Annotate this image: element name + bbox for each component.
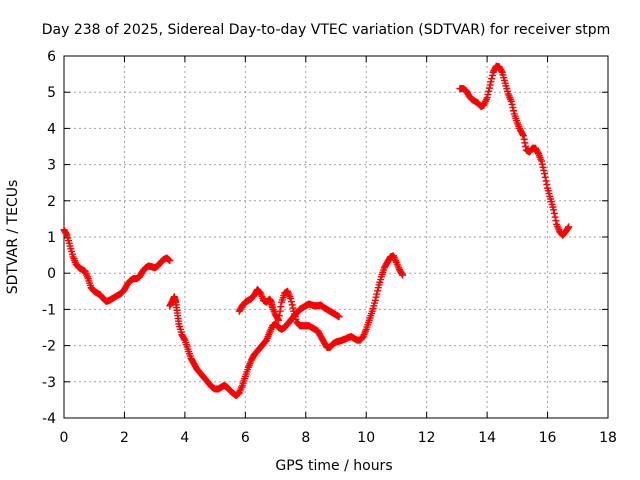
y-tick-label: 5 <box>47 85 56 101</box>
data-point-plus <box>550 206 558 214</box>
y-tick-label: 4 <box>47 121 56 137</box>
data-point-plus <box>274 315 282 323</box>
y-tick-label: 0 <box>47 266 56 282</box>
data-point-plus <box>552 217 560 225</box>
data-point-plus <box>483 94 491 102</box>
x-tick-label: 0 <box>60 430 69 446</box>
data-point-plus <box>490 67 498 75</box>
y-axis-ticks: -4 -3 -2 -1 0 1 2 3 4 5 6 <box>42 49 608 427</box>
series-sat-c <box>235 252 406 351</box>
data-point-plus <box>522 143 530 150</box>
y-tick-label: 1 <box>47 230 56 246</box>
y-axis-label: SDTVAR / TECUs <box>5 180 21 295</box>
chart-title: Day 238 of 2025, Sidereal Day-to-day VTE… <box>42 22 611 38</box>
y-tick-label: 6 <box>47 49 56 65</box>
x-tick-label: 2 <box>120 430 129 446</box>
data-point-plus <box>287 298 295 306</box>
y-tick-label: -1 <box>42 302 56 318</box>
data-point-plus <box>538 157 546 165</box>
data-point-plus <box>488 71 496 79</box>
data-point-plus <box>539 163 547 171</box>
data-point-plus <box>391 255 399 263</box>
data-point-plus <box>541 173 549 181</box>
data-point-plus <box>398 270 406 278</box>
data-point-plus <box>543 181 551 189</box>
data-point-plus <box>374 287 382 295</box>
x-tick-label: 8 <box>301 430 310 446</box>
x-axis-ticks: 0 2 4 6 8 10 12 14 16 18 <box>60 56 617 446</box>
y-tick-label: -2 <box>42 339 56 355</box>
data-point-plus <box>289 304 297 312</box>
data-point-plus <box>565 223 573 231</box>
series-sat-b <box>166 293 343 400</box>
data-point-plus <box>521 139 529 147</box>
data-point-plus <box>287 295 295 303</box>
series-sat-d <box>456 62 573 239</box>
data-point-plus <box>509 104 517 112</box>
data-point-plus <box>486 81 494 89</box>
data-point-plus <box>372 293 380 301</box>
data-point-plus <box>484 90 492 98</box>
data-point-plus <box>487 78 495 86</box>
y-tick-label: -4 <box>42 411 56 427</box>
data-point-plus <box>497 67 505 75</box>
x-tick-label: 16 <box>539 430 557 446</box>
x-tick-label: 12 <box>418 430 436 446</box>
data-point-plus <box>538 160 546 168</box>
x-tick-label: 18 <box>599 430 617 446</box>
data-point-plus <box>485 84 493 92</box>
data-point-plus <box>275 312 283 320</box>
data-point-plus <box>62 230 70 238</box>
y-tick-label: 2 <box>47 194 56 210</box>
data-point-plus <box>540 166 548 174</box>
y-tick-label: -3 <box>42 375 56 391</box>
data-point-plus <box>166 257 174 265</box>
data-point-plus <box>534 148 542 156</box>
data-point-plus <box>542 177 550 185</box>
data-point-plus <box>335 313 343 321</box>
data-point-plus <box>180 335 188 343</box>
data-point-plus <box>519 132 527 140</box>
series-sat-a <box>60 226 174 305</box>
data-point-plus <box>392 257 400 265</box>
data-point-plus <box>520 135 528 143</box>
data-points <box>60 62 573 400</box>
data-point-plus <box>508 100 516 108</box>
data-point-plus <box>389 252 397 260</box>
data-point-plus <box>510 107 518 115</box>
data-point-plus <box>485 87 493 95</box>
grid-layer <box>64 56 608 418</box>
data-point-plus <box>390 253 398 261</box>
x-tick-label: 10 <box>357 430 375 446</box>
x-axis-label: GPS time / hours <box>275 458 392 474</box>
y-tick-label: 3 <box>47 158 56 174</box>
data-point-plus <box>276 307 284 315</box>
data-point-plus <box>275 316 283 324</box>
data-point-plus <box>371 296 379 304</box>
data-point-plus <box>550 209 558 217</box>
data-point-plus <box>541 170 549 178</box>
data-point-plus <box>488 75 496 83</box>
data-point-plus <box>277 303 285 311</box>
x-tick-label: 4 <box>180 430 189 446</box>
data-point-plus <box>373 290 381 298</box>
data-point-plus <box>519 130 527 138</box>
data-point-plus <box>288 301 296 309</box>
data-point-plus <box>564 224 572 232</box>
x-tick-label: 6 <box>241 430 250 446</box>
data-point-plus <box>507 97 515 105</box>
data-point-plus <box>398 271 406 279</box>
data-point-plus <box>489 68 497 76</box>
data-point-plus <box>551 213 559 221</box>
x-tick-label: 14 <box>478 430 496 446</box>
